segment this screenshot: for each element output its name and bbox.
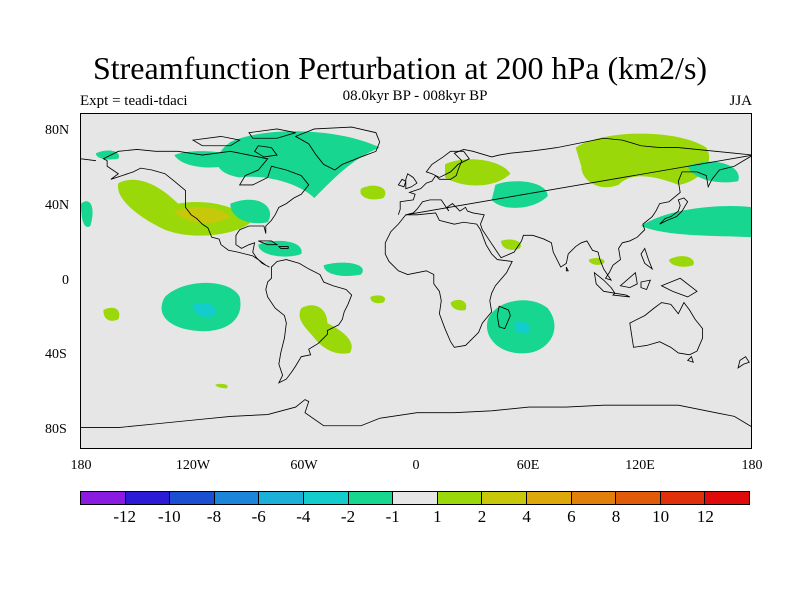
anomaly-region-w-atlantic — [230, 199, 271, 224]
colorbar-label: 12 — [696, 507, 714, 526]
coastline-new-zealand — [737, 356, 750, 369]
coastline-southeast-asia-islands — [593, 247, 698, 298]
colorbar-swatch — [482, 492, 527, 504]
colorbar-label: 10 — [652, 507, 670, 526]
colorbar-label: -2 — [340, 507, 356, 526]
anomaly-region-s-pacific-west — [103, 307, 120, 321]
anomaly-region-arabia — [501, 239, 521, 250]
colorbar-swatch — [125, 492, 171, 504]
colorbar-swatch — [303, 492, 349, 504]
colorbar-swatch — [437, 492, 483, 504]
lon-tick-60w: 60W — [290, 458, 318, 473]
coastline-north-america — [102, 149, 310, 268]
anomaly-region-philippine-sea — [669, 256, 694, 267]
colorbar-swatch — [259, 492, 304, 504]
colorbar-label: -8 — [206, 507, 222, 526]
plot-subtitle: 08.0kyr BP - 008kyr BP — [342, 88, 488, 104]
lon-tick-120w: 120W — [175, 458, 211, 473]
colorbar-label: 8 — [611, 507, 621, 526]
colorbar-swatch — [571, 492, 617, 504]
colorbar-swatch — [393, 492, 438, 504]
coastline-sri-lanka-madagascar — [496, 266, 569, 330]
lat-tick-0: 0 — [62, 273, 69, 288]
coastline-africa — [384, 212, 513, 348]
colorbar-swatch — [214, 492, 260, 504]
anomaly-region-s-america — [299, 305, 352, 354]
anomaly-region-s-ocean-small — [215, 383, 228, 389]
colorbar-label: -1 — [385, 507, 400, 526]
anomaly-region-alaska — [95, 150, 119, 160]
anomaly-region-siberia — [575, 133, 710, 188]
lat-tick-40s: 40S — [45, 347, 67, 362]
world-map — [81, 126, 751, 429]
colorbar-label: -4 — [296, 507, 311, 526]
anomaly-region-s-pacific-core — [193, 303, 216, 317]
lon-tick-180e: 180 — [741, 458, 763, 473]
colorbar-label: -10 — [157, 507, 181, 526]
coastline-caribbean-islands — [258, 240, 289, 249]
coastline-arctic-islands — [191, 128, 296, 158]
coastline-greenland — [294, 126, 381, 171]
anomaly-region-w-atlantic-west — [81, 201, 93, 227]
colorbar-label: 2 — [477, 507, 487, 526]
colorbar-swatch — [81, 492, 126, 504]
anomaly-region-europe — [445, 159, 511, 186]
lat-tick-40n: 40N — [45, 198, 70, 213]
coastline-scandinavia — [425, 150, 470, 178]
anomaly-region-s-africa — [450, 299, 467, 311]
coastlines — [81, 126, 751, 429]
anomaly-region-bay-bengal — [588, 258, 605, 265]
anomaly-region-c-asia — [491, 181, 548, 208]
plot-title: Streamfunction Perturbation at 200 hPa (… — [92, 50, 708, 86]
colorbar — [80, 491, 750, 505]
coastline-australia — [629, 301, 704, 363]
anomaly-region-w-pacific — [641, 206, 751, 238]
anomaly-fields — [81, 131, 751, 389]
anomaly-region-n-canada — [174, 151, 240, 168]
coastline-eurasia — [81, 137, 751, 281]
colorbar-label: -12 — [113, 507, 136, 526]
colorbar-swatch — [705, 492, 749, 504]
coastline-antarctica — [81, 399, 751, 429]
colorbar-swatch — [526, 492, 572, 504]
colorbar-label: 1 — [433, 507, 442, 526]
lon-tick-180w: 180 — [70, 458, 92, 473]
colorbar-swatch — [348, 492, 394, 504]
lon-tick-120e: 120E — [625, 458, 655, 473]
anomaly-region-n-atlantic — [216, 131, 380, 198]
coastline-british-isles — [397, 173, 418, 190]
map-frame — [80, 113, 752, 449]
lat-tick-80s: 80S — [45, 422, 67, 437]
colorbar-swatch — [660, 492, 706, 504]
anomaly-region-ne-siberia — [687, 161, 739, 183]
coastline-japan — [659, 197, 689, 225]
colorbar-label: 4 — [522, 507, 531, 526]
experiment-label: Expt = teadi-tdaci — [80, 93, 188, 109]
anomaly-region-n-atlantic-east — [360, 185, 386, 200]
colorbar-swatch — [616, 492, 661, 504]
anomaly-region-trop-atlantic — [323, 262, 363, 276]
lon-tick-0: 0 — [412, 458, 420, 473]
lon-tick-60e: 60E — [516, 458, 540, 473]
colorbar-label: -6 — [251, 507, 266, 526]
season-label: JJA — [729, 93, 752, 109]
colorbar-label: 6 — [567, 507, 576, 526]
anomaly-region-s-atlantic-small — [370, 295, 386, 304]
coastline-south-america — [265, 259, 353, 384]
anomaly-region-indian-ocean-core — [514, 321, 530, 334]
lat-tick-80n: 80N — [45, 123, 70, 138]
colorbar-swatch — [170, 492, 215, 504]
